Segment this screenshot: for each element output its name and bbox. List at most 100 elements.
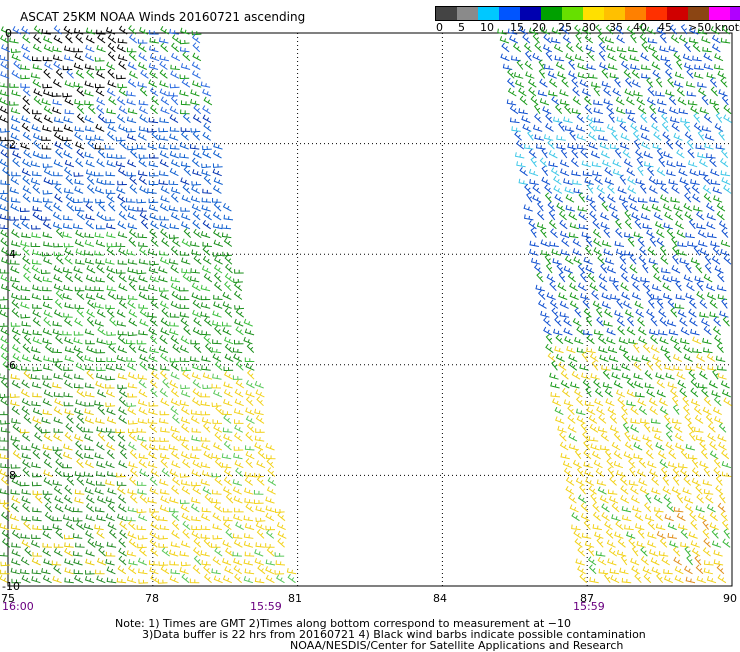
- wind-barb: [138, 43, 147, 53]
- wind-barb: [233, 513, 243, 522]
- wind-barb: [522, 33, 531, 44]
- wind-barb: [706, 72, 716, 79]
- wind-barb: [245, 458, 253, 469]
- wind-barb: [691, 184, 700, 194]
- wind-barb: [64, 484, 73, 495]
- wind-barb: [703, 347, 713, 354]
- wind-barb: [647, 37, 658, 44]
- wind-barb: [718, 441, 727, 451]
- wind-barb: [64, 431, 73, 442]
- wind-barb: [690, 178, 700, 185]
- wind-barb: [147, 128, 157, 133]
- wind-barb: [702, 406, 712, 416]
- wind-barb: [11, 379, 21, 389]
- wind-barb: [659, 45, 669, 53]
- wind-barb: [684, 62, 694, 70]
- wind-barb: [126, 576, 137, 584]
- wind-barb: [673, 204, 683, 212]
- wind-barb: [569, 292, 579, 300]
- wind-barb: [697, 81, 707, 88]
- wind-barb: [116, 294, 127, 300]
- wind-barb: [179, 142, 189, 150]
- wind-barb: [553, 43, 563, 53]
- wind-barb: [223, 389, 233, 398]
- wind-barb: [11, 89, 21, 97]
- wind-barb: [161, 467, 170, 477]
- wind-barb: [62, 293, 72, 300]
- wind-barb: [20, 74, 30, 80]
- wind-barb: [530, 156, 537, 168]
- wind-barb: [76, 475, 85, 486]
- wind-barb: [672, 404, 680, 415]
- wind-barb: [171, 34, 181, 44]
- wind-barb: [96, 426, 106, 433]
- wind-barb: [658, 329, 668, 336]
- wind-barb: [672, 466, 680, 477]
- wind-barb: [593, 378, 601, 389]
- wind-barb: [139, 493, 148, 504]
- wind-barb: [605, 398, 615, 407]
- wind-barb: [715, 112, 723, 123]
- wind-barb: [12, 334, 21, 345]
- wind-barb: [576, 347, 587, 354]
- wind-barb: [702, 479, 713, 486]
- wind-barb: [543, 64, 554, 70]
- wind-barb: [612, 168, 623, 177]
- wind-barb: [597, 556, 607, 566]
- wind-barb: [663, 222, 673, 230]
- wind-barb: [696, 291, 705, 300]
- wind-barb: [634, 512, 644, 522]
- wind-barb: [10, 399, 20, 407]
- wind-barb: [212, 339, 222, 345]
- wind-barb: [716, 202, 726, 212]
- wind-barb: [168, 258, 179, 265]
- wind-barb: [127, 382, 138, 389]
- wind-barb: [32, 284, 42, 292]
- wind-barb: [626, 96, 635, 106]
- wind-barb: [150, 104, 158, 115]
- wind-barb: [149, 260, 159, 266]
- wind-barb: [569, 300, 579, 309]
- wind-barb: [632, 505, 642, 513]
- wind-barb: [213, 264, 223, 274]
- wind-barb: [576, 466, 584, 477]
- wind-barb: [30, 160, 41, 168]
- wind-barb: [118, 494, 127, 504]
- wind-barb: [86, 265, 96, 274]
- wind-barb: [128, 70, 138, 79]
- wind-barb: [686, 68, 694, 79]
- wind-barb: [53, 25, 62, 35]
- wind-barb: [54, 495, 64, 504]
- wind-barb: [603, 248, 613, 256]
- wind-barb: [85, 27, 96, 35]
- wind-barb: [584, 245, 592, 256]
- wind-barb: [41, 154, 52, 159]
- wind-barb: [254, 472, 264, 478]
- wind-barb: [563, 116, 573, 124]
- wind-barb: [42, 443, 53, 451]
- wind-barb: [182, 113, 191, 123]
- wind-barb: [64, 577, 74, 584]
- wind-barb: [23, 369, 32, 380]
- wind-barb: [41, 98, 51, 106]
- wind-barb: [192, 42, 201, 53]
- wind-barb: [106, 577, 117, 584]
- wind-barb: [245, 451, 255, 460]
- wind-barb: [616, 470, 626, 477]
- wind-barb: [661, 556, 671, 566]
- wind-barb: [568, 354, 578, 362]
- wind-barb: [601, 80, 612, 88]
- wind-barb: [707, 422, 716, 433]
- wind-barb: [714, 416, 724, 424]
- wind-barb: [657, 106, 668, 115]
- wind-barb: [577, 282, 587, 292]
- wind-barb: [115, 136, 126, 142]
- wind-barb: [584, 104, 593, 115]
- wind-barb: [662, 203, 672, 212]
- wind-barb: [720, 511, 728, 522]
- wind-barb: [559, 230, 570, 239]
- wind-barb: [129, 475, 137, 486]
- wind-barb: [169, 150, 179, 159]
- wind-barb: [720, 170, 731, 177]
- wind-barb: [117, 83, 128, 89]
